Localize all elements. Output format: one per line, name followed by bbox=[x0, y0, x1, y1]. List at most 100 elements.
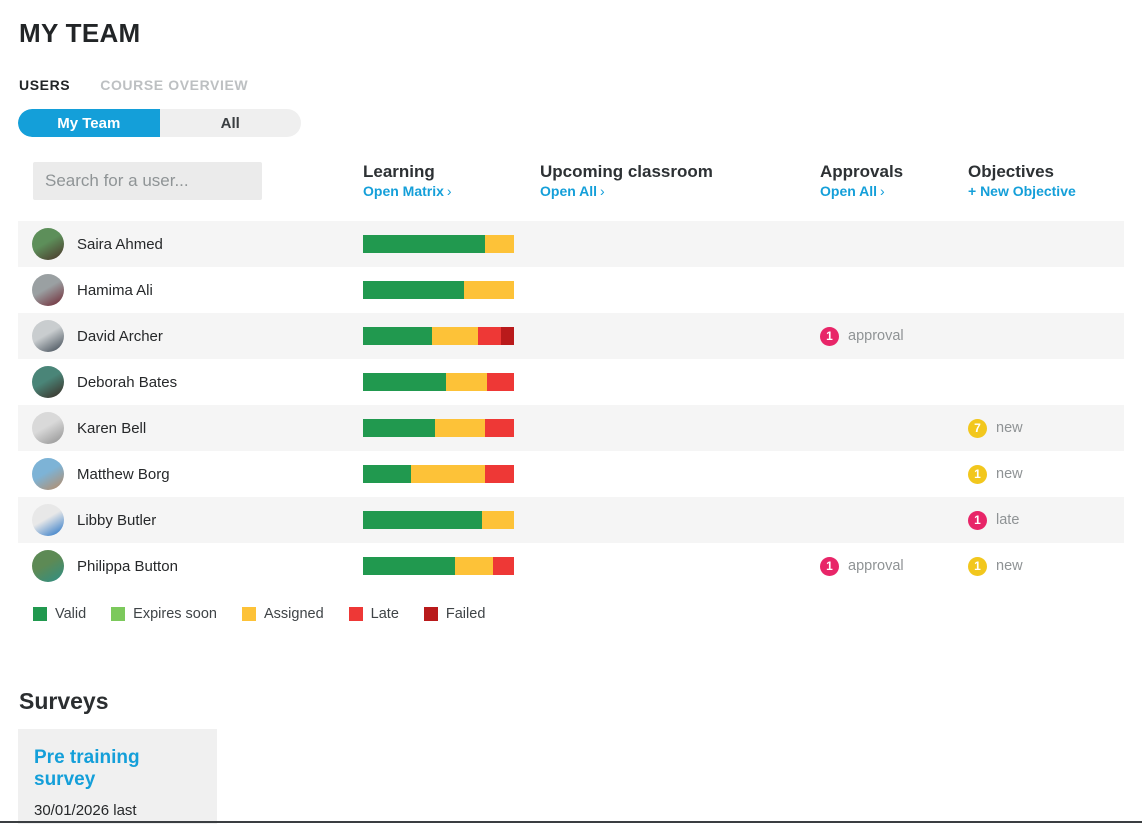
badge-label: new bbox=[996, 466, 1023, 482]
learning-cell bbox=[363, 327, 540, 345]
upcoming-classroom-column-title: Upcoming classroom bbox=[540, 162, 713, 181]
learning-status-bar bbox=[363, 281, 514, 299]
legend-label: Assigned bbox=[264, 606, 324, 622]
table-row[interactable]: Deborah Bates bbox=[18, 359, 1124, 405]
bar-segment-late bbox=[485, 465, 514, 483]
surveys-title: Surveys bbox=[19, 688, 109, 714]
legend-label: Late bbox=[370, 606, 399, 622]
badge-label: new bbox=[996, 558, 1023, 574]
legend-label: Valid bbox=[55, 606, 87, 622]
legend-swatch-late bbox=[348, 607, 363, 621]
learning-cell bbox=[363, 419, 540, 437]
count-badge[interactable]: 7 bbox=[968, 418, 987, 438]
bar-segment-assigned bbox=[481, 511, 514, 529]
bar-segment-assigned bbox=[410, 465, 486, 483]
approvals-cell: 1 approval bbox=[820, 556, 968, 576]
legend-item: Failed bbox=[423, 606, 486, 622]
tab-bar: USERS COURSE OVERVIEW bbox=[19, 77, 1124, 93]
bar-segment-late bbox=[486, 373, 514, 391]
survey-link[interactable]: Pre training survey bbox=[34, 747, 140, 790]
legend-item: Valid bbox=[33, 606, 86, 622]
user-name: Saira Ahmed bbox=[77, 235, 163, 253]
approvals-cell: 1 approval bbox=[820, 326, 968, 346]
user-cell: Deborah Bates bbox=[18, 366, 363, 398]
user-name: Philippa Button bbox=[77, 557, 178, 575]
user-cell: Karen Bell bbox=[18, 412, 363, 444]
learning-status-bar bbox=[363, 419, 514, 437]
bar-segment-valid bbox=[363, 465, 411, 483]
surveys-section: Surveys Pre training survey 30/01/2026 l… bbox=[18, 688, 1124, 824]
table-row[interactable]: Saira Ahmed bbox=[18, 221, 1124, 267]
table-row[interactable]: Hamima Ali bbox=[18, 267, 1124, 313]
legend-label: Failed bbox=[445, 606, 486, 622]
bar-segment-valid bbox=[363, 235, 485, 253]
bar-segment-assigned bbox=[455, 557, 493, 575]
count-badge[interactable]: 1 bbox=[820, 326, 839, 346]
learning-cell bbox=[363, 281, 540, 299]
user-name: Libby Butler bbox=[77, 511, 157, 529]
tab-users[interactable]: USERS bbox=[19, 77, 71, 93]
table-row[interactable]: David Archer 1 approval bbox=[18, 313, 1124, 359]
chevron-right-icon: › bbox=[446, 183, 452, 199]
user-name: Karen Bell bbox=[77, 419, 147, 437]
user-cell: Matthew Borg bbox=[18, 458, 363, 490]
table-row[interactable]: Libby Butler 1 late bbox=[18, 497, 1124, 543]
page-title: MY TEAM bbox=[19, 18, 141, 48]
badge-label: new bbox=[996, 420, 1023, 436]
learning-cell bbox=[363, 557, 540, 575]
bar-segment-late bbox=[484, 419, 514, 437]
badge-label: approval bbox=[848, 328, 904, 344]
scope-toggle-all[interactable]: All bbox=[220, 114, 240, 132]
avatar bbox=[32, 228, 64, 260]
bottom-divider bbox=[0, 821, 1142, 823]
legend-label: Expires soon bbox=[133, 606, 217, 622]
table-row[interactable]: Philippa Button 1 approval 1 new bbox=[18, 543, 1124, 589]
learning-status-bar bbox=[363, 511, 514, 529]
learning-cell bbox=[363, 235, 540, 253]
learning-status-bar bbox=[363, 557, 514, 575]
chevron-right-icon: › bbox=[600, 183, 605, 199]
user-cell: Saira Ahmed bbox=[18, 228, 363, 260]
avatar bbox=[32, 458, 64, 490]
objectives-cell: 1 late bbox=[968, 510, 1124, 530]
chevron-right-icon: › bbox=[880, 183, 885, 199]
learning-status-bar bbox=[363, 373, 514, 391]
search-input[interactable] bbox=[33, 162, 262, 200]
column-header-upcoming-classroom: Upcoming classroom Open All › bbox=[540, 162, 820, 200]
table-row[interactable]: Karen Bell 7 new bbox=[18, 405, 1124, 451]
open-all-classroom-link[interactable]: Open All › bbox=[540, 183, 605, 199]
scope-toggle: My Team All bbox=[18, 109, 301, 137]
column-header-approvals: Approvals Open All › bbox=[820, 162, 968, 200]
learning-cell bbox=[363, 373, 540, 391]
user-rows: Saira Ahmed Hamima Ali bbox=[18, 221, 1124, 589]
table-row[interactable]: Matthew Borg 1 new bbox=[18, 451, 1124, 497]
bar-segment-late bbox=[477, 327, 502, 345]
bar-segment-assigned bbox=[435, 419, 485, 437]
tab-course-overview[interactable]: COURSE OVERVIEW bbox=[100, 77, 249, 93]
legend-item: Expires soon bbox=[111, 606, 217, 622]
bar-segment-assigned bbox=[446, 373, 487, 391]
count-badge[interactable]: 1 bbox=[968, 464, 987, 484]
badge-label: late bbox=[996, 512, 1020, 528]
count-badge[interactable]: 1 bbox=[820, 556, 839, 576]
bar-segment-valid bbox=[363, 327, 432, 345]
bar-segment-failed bbox=[501, 327, 514, 345]
count-badge[interactable]: 1 bbox=[968, 510, 987, 530]
bar-segment-valid bbox=[363, 373, 447, 391]
legend-swatch-failed bbox=[423, 607, 438, 621]
bar-segment-late bbox=[492, 557, 514, 575]
objectives-cell: 7 new bbox=[968, 418, 1124, 438]
scope-toggle-my-team[interactable]: My Team bbox=[18, 109, 160, 137]
new-objective-link[interactable]: + New Objective bbox=[968, 183, 1076, 199]
objectives-cell: 1 new bbox=[968, 464, 1124, 484]
bar-segment-assigned bbox=[431, 327, 478, 345]
count-badge[interactable]: 1 bbox=[968, 556, 987, 576]
bar-segment-valid bbox=[363, 557, 456, 575]
open-matrix-link[interactable]: Open Matrix › bbox=[363, 183, 452, 199]
objectives-column-title: Objectives bbox=[968, 162, 1054, 181]
survey-card: Pre training survey 30/01/2026 last resp… bbox=[18, 729, 217, 824]
open-all-approvals-link[interactable]: Open All › bbox=[820, 183, 885, 199]
user-name: Deborah Bates bbox=[77, 373, 178, 391]
bar-segment-assigned bbox=[464, 281, 514, 299]
